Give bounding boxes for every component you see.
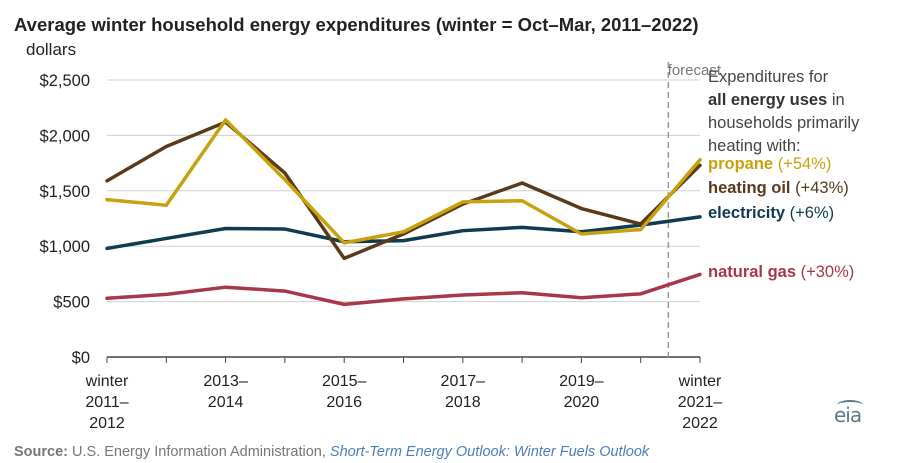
legend-series-change: (+30%): [800, 263, 855, 281]
x-axis-ticks: winter 2011– 2012 2013– 2014 2015– 2016 2017– 20…: [85, 373, 723, 432]
legend-intro-line-4: heating with:: [708, 137, 801, 155]
legend-series-name: electricity: [708, 204, 786, 222]
legend-entry-heating-oil: heating oil (+43%): [708, 177, 849, 200]
legend-entry-propane: propane (+54%): [708, 153, 831, 176]
y-tick-label: $2,000: [40, 127, 90, 145]
legend-intro-rest: in: [827, 91, 845, 109]
y-tick-label: $2,500: [40, 72, 90, 90]
x-tick-label: 2020: [564, 394, 600, 411]
legend-series-name: propane: [708, 155, 774, 173]
eia-logo: eia: [834, 400, 864, 427]
source-note: Source: U.S. Energy Information Administ…: [14, 444, 649, 460]
source-text: U.S. Energy Information Administration,: [68, 444, 330, 460]
series-lines: [105, 118, 702, 307]
legend-intro-line-1: Expenditures for: [708, 68, 829, 86]
y-tick-label: $0: [72, 349, 90, 367]
legend: Expenditures for all energy uses in hous…: [708, 66, 859, 281]
x-tick-label: 2018: [445, 394, 481, 411]
legend-series-name: heating oil: [708, 179, 791, 197]
gridlines: [106, 79, 701, 363]
x-tick-label: 2022: [682, 415, 718, 432]
y-axis-ticks: $0 $500 $1,000 $1,500 $2,000 $2,500: [40, 72, 90, 367]
x-tick-label: 2014: [208, 394, 244, 411]
legend-series-change: (+54%): [777, 155, 832, 173]
x-tick-label: winter: [678, 373, 722, 390]
x-tick-label: 2016: [326, 394, 362, 411]
source-publication: Short-Term Energy Outlook: Winter Fuels …: [329, 444, 650, 460]
legend-intro-line-3: households primarily: [708, 114, 860, 132]
series-line-propane: [105, 118, 702, 245]
x-tick-label: 2019–: [559, 373, 604, 390]
y-tick-label: $1,000: [40, 238, 90, 256]
legend-entry-electricity: electricity (+6%): [708, 202, 834, 225]
x-tick-label: 2015–: [322, 373, 367, 390]
series-line-electricity: [105, 215, 702, 251]
legend-series-name: natural gas: [708, 263, 797, 281]
series-line-natural-gas: [105, 272, 702, 307]
x-tick-label: 2011–: [85, 394, 128, 411]
forecast-label: forecast: [668, 62, 722, 79]
legend-entry-natural-gas: natural gas (+30%): [708, 261, 854, 284]
forecast-marker: forecast: [667, 62, 722, 357]
chart-title: Average winter household energy expendit…: [14, 14, 699, 35]
y-unit-label: dollars: [26, 40, 77, 59]
y-tick-label: $1,500: [40, 183, 90, 201]
legend-intro-bold: all energy uses: [708, 91, 828, 109]
y-tick-label: $500: [53, 294, 90, 312]
x-tick-label: 2012: [89, 415, 125, 432]
legend-series-change: (+6%): [789, 204, 835, 222]
source-label: Source:: [14, 444, 68, 460]
x-tick-label: 2021–: [678, 394, 723, 411]
x-tick-label: winter: [85, 373, 129, 390]
legend-intro: Expenditures for all energy uses in hous…: [708, 66, 859, 158]
x-tick-label: 2013–: [203, 373, 248, 390]
legend-series-change: (+43%): [795, 179, 849, 197]
x-tick-label: 2017–: [441, 373, 486, 390]
series-line-heating-oil: [105, 120, 702, 261]
legend-intro-line-2: all energy uses in: [708, 89, 859, 112]
